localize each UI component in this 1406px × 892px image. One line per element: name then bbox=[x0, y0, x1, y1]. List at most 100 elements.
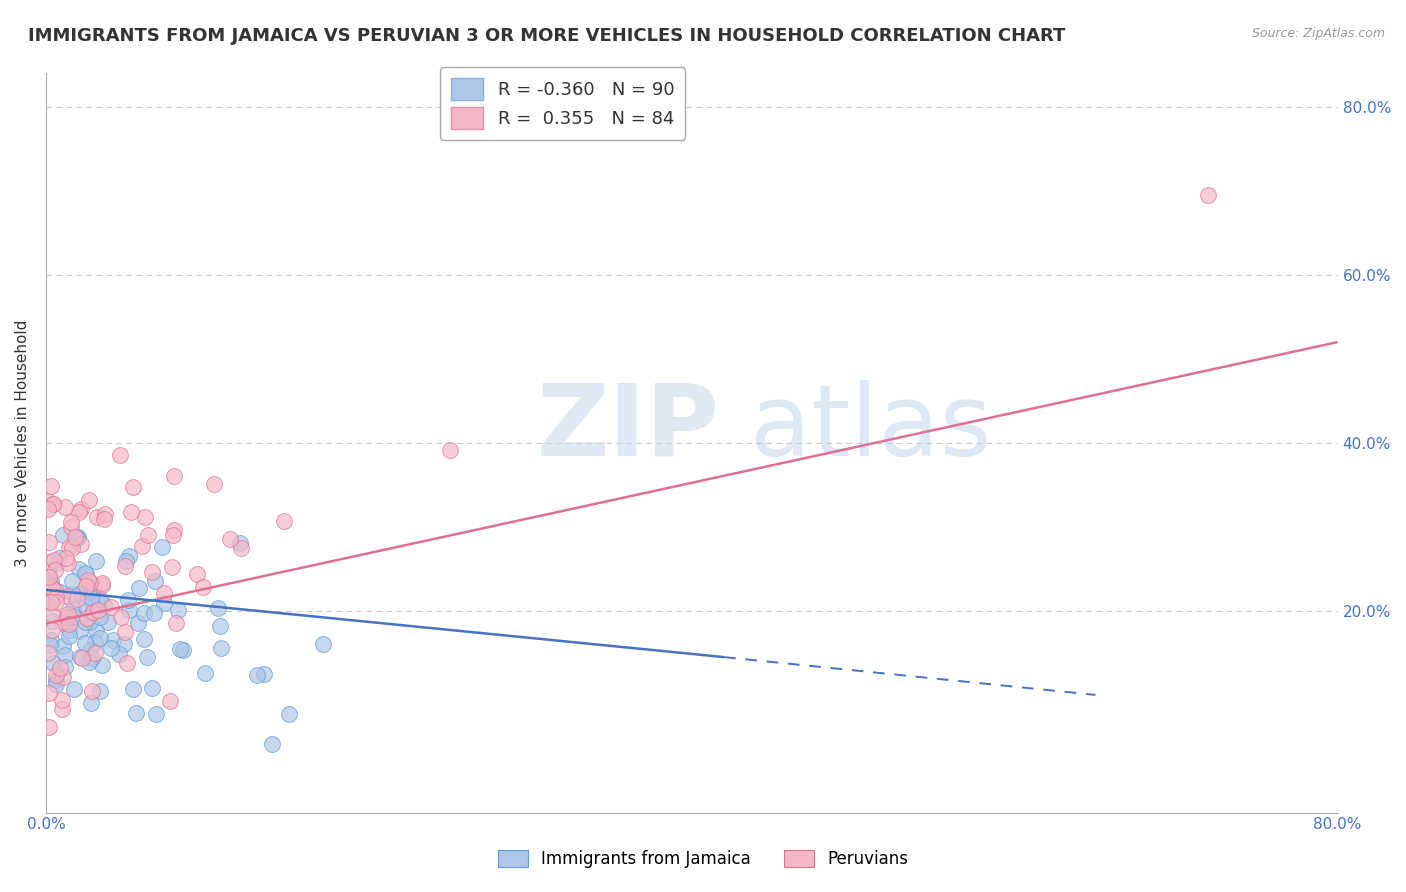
Point bbox=[143, 606, 166, 620]
Point bbox=[114, 558, 136, 573]
Point bbox=[39, 574, 62, 588]
Point bbox=[167, 603, 190, 617]
Point bbox=[45, 668, 67, 682]
Point bbox=[58, 540, 80, 554]
Point bbox=[39, 638, 62, 652]
Point bbox=[52, 639, 75, 653]
Point bbox=[141, 565, 163, 579]
Point bbox=[62, 586, 84, 600]
Text: IMMIGRANTS FROM JAMAICA VS PERUVIAN 3 OR MORE VEHICLES IN HOUSEHOLD CORRELATION : IMMIGRANTS FROM JAMAICA VS PERUVIAN 3 OR… bbox=[28, 27, 1066, 45]
Point bbox=[117, 549, 139, 564]
Point bbox=[69, 585, 91, 599]
Point bbox=[150, 540, 173, 554]
Point bbox=[44, 582, 66, 597]
Point bbox=[49, 584, 72, 599]
Point bbox=[83, 581, 105, 595]
Point bbox=[48, 551, 70, 566]
Point bbox=[80, 684, 103, 698]
Point bbox=[41, 579, 63, 593]
Point bbox=[77, 582, 100, 596]
Point bbox=[97, 615, 120, 629]
Point bbox=[82, 651, 104, 665]
Legend: R = -0.360   N = 90, R =  0.355   N = 84: R = -0.360 N = 90, R = 0.355 N = 84 bbox=[440, 68, 685, 139]
Point bbox=[60, 541, 83, 555]
Point bbox=[112, 637, 135, 651]
Point bbox=[44, 553, 66, 567]
Point bbox=[79, 642, 101, 657]
Point bbox=[58, 556, 80, 570]
Point bbox=[121, 682, 143, 697]
Point bbox=[63, 681, 86, 696]
Point bbox=[45, 673, 67, 687]
Point bbox=[1198, 188, 1220, 202]
Point bbox=[69, 624, 91, 638]
Point bbox=[70, 502, 93, 516]
Point bbox=[141, 681, 163, 696]
Point bbox=[41, 594, 63, 608]
Point bbox=[218, 533, 240, 547]
Point bbox=[162, 469, 184, 483]
Point bbox=[51, 702, 73, 716]
Point bbox=[163, 523, 186, 537]
Point bbox=[86, 554, 108, 568]
Point bbox=[134, 632, 156, 646]
Point bbox=[41, 582, 63, 596]
Point bbox=[66, 591, 89, 606]
Point bbox=[101, 632, 124, 647]
Point bbox=[67, 562, 90, 576]
Point bbox=[84, 634, 107, 648]
Point bbox=[89, 592, 111, 607]
Point bbox=[37, 646, 59, 660]
Point bbox=[134, 510, 156, 524]
Point bbox=[118, 603, 141, 617]
Point bbox=[145, 574, 167, 588]
Point bbox=[41, 632, 63, 647]
Point bbox=[93, 508, 115, 522]
Y-axis label: 3 or more Vehicles in Household: 3 or more Vehicles in Household bbox=[15, 319, 30, 566]
Point bbox=[89, 683, 111, 698]
Point bbox=[60, 574, 83, 589]
Point bbox=[53, 500, 76, 514]
Point bbox=[82, 599, 104, 614]
Point bbox=[55, 551, 77, 566]
Point bbox=[120, 505, 142, 519]
Point bbox=[38, 720, 60, 734]
Point bbox=[114, 625, 136, 640]
Point bbox=[110, 609, 132, 624]
Point bbox=[45, 590, 67, 604]
Point bbox=[89, 631, 111, 645]
Point bbox=[131, 540, 153, 554]
Point bbox=[38, 570, 60, 584]
Text: ZIP: ZIP bbox=[537, 380, 720, 476]
Point bbox=[160, 559, 183, 574]
Point bbox=[153, 596, 176, 610]
Point bbox=[55, 589, 77, 603]
Point bbox=[41, 623, 63, 637]
Point bbox=[75, 599, 97, 613]
Point bbox=[44, 563, 66, 577]
Point bbox=[41, 615, 63, 629]
Point bbox=[86, 623, 108, 637]
Point bbox=[115, 553, 138, 567]
Point bbox=[48, 661, 70, 675]
Point bbox=[278, 707, 301, 722]
Point bbox=[91, 576, 114, 591]
Point bbox=[58, 607, 80, 621]
Point bbox=[136, 528, 159, 542]
Point bbox=[273, 515, 295, 529]
Point bbox=[60, 520, 83, 534]
Point bbox=[117, 657, 139, 671]
Point bbox=[60, 515, 83, 529]
Point bbox=[42, 497, 65, 511]
Point bbox=[65, 530, 87, 544]
Point bbox=[84, 646, 107, 660]
Point bbox=[76, 611, 98, 625]
Point bbox=[37, 595, 59, 609]
Point bbox=[37, 494, 59, 508]
Point bbox=[66, 530, 89, 544]
Point bbox=[80, 606, 103, 620]
Point bbox=[75, 579, 97, 593]
Point bbox=[207, 600, 229, 615]
Point bbox=[69, 537, 91, 551]
Point bbox=[202, 476, 225, 491]
